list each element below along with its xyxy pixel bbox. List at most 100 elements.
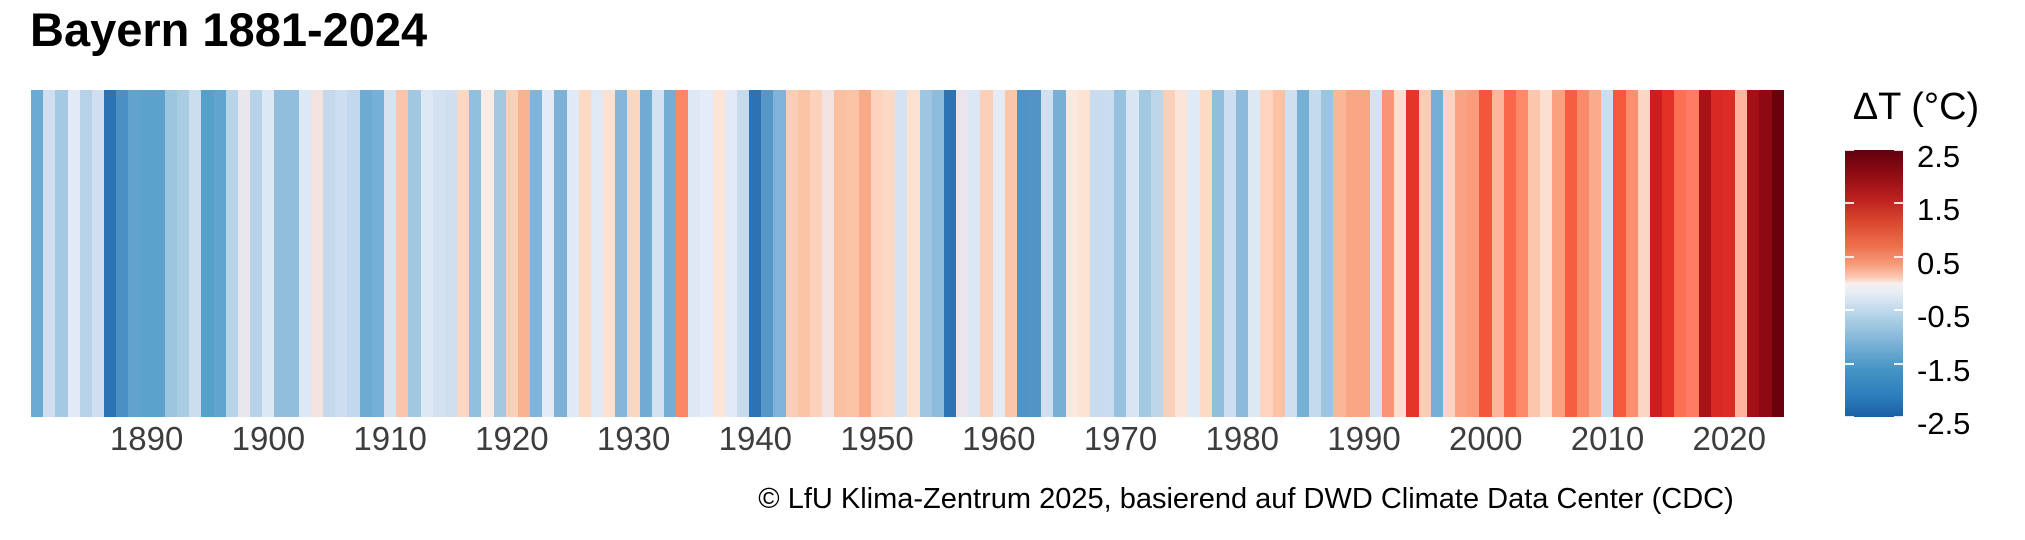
year-stripe — [31, 90, 44, 417]
year-stripe — [396, 90, 409, 417]
source-caption: © LfU Klima-Zentrum 2025, basierend auf … — [758, 483, 1734, 515]
year-stripe — [639, 90, 652, 417]
x-tick-label: 1970 — [1083, 420, 1158, 457]
year-stripe — [1223, 90, 1237, 417]
year-stripe — [1771, 90, 1784, 417]
year-stripe — [749, 90, 762, 417]
year-stripe — [298, 90, 311, 417]
year-stripe — [359, 90, 372, 417]
year-stripe — [1662, 90, 1675, 417]
year-stripe — [1102, 90, 1115, 417]
year-stripe — [1674, 90, 1687, 417]
year-stripe — [1479, 90, 1492, 417]
year-stripe — [1296, 90, 1310, 417]
year-stripe — [712, 90, 725, 417]
legend-tick-label: 2.5 — [1917, 139, 1961, 174]
colorbar-tick — [1845, 149, 1854, 151]
year-stripe — [1722, 90, 1736, 417]
legend-labels: 2.5 1.5 0.5 -0.5 -1.5 -2.5 — [1917, 139, 2025, 441]
colorbar-tick — [1845, 416, 1854, 418]
year-stripe — [1138, 90, 1151, 417]
year-stripe — [335, 90, 348, 417]
x-tick-label: 2010 — [1570, 420, 1645, 457]
year-stripe — [700, 90, 713, 417]
year-stripe — [615, 90, 628, 417]
year-stripe — [1065, 90, 1078, 417]
year-stripe — [383, 90, 397, 417]
year-stripe — [870, 90, 884, 417]
year-stripe — [554, 90, 567, 417]
year-stripe — [274, 90, 287, 417]
year-stripe — [785, 90, 798, 417]
year-stripe — [1114, 90, 1127, 417]
year-stripe — [651, 90, 664, 417]
year-stripe — [189, 90, 202, 417]
year-stripe — [1442, 90, 1456, 417]
year-stripe — [1187, 90, 1200, 417]
year-stripe — [919, 90, 932, 417]
x-tick-label: 1940 — [718, 420, 793, 457]
x-tick-label: 1990 — [1327, 420, 1401, 457]
year-stripe — [1345, 90, 1358, 417]
year-stripe — [493, 90, 506, 417]
year-stripe — [91, 90, 105, 417]
colorbar-tick — [1845, 362, 1854, 365]
year-stripe — [505, 90, 518, 417]
year-stripe — [627, 90, 640, 417]
year-stripe — [1455, 90, 1468, 417]
year-stripe — [1576, 90, 1589, 417]
year-stripe — [1150, 90, 1163, 417]
year-stripe — [773, 90, 786, 417]
year-stripe — [846, 90, 859, 417]
year-stripe — [432, 90, 445, 417]
legend-title: ΔT (°C) — [1852, 86, 1980, 128]
year-stripe — [907, 90, 920, 417]
year-stripe — [1710, 90, 1723, 417]
year-stripe — [237, 90, 251, 417]
colorbar-tick — [1845, 309, 1854, 312]
year-stripe — [1029, 90, 1042, 417]
year-stripe — [1649, 90, 1663, 417]
year-stripe — [688, 90, 701, 417]
year-stripe — [408, 90, 421, 417]
year-stripe — [1491, 90, 1504, 417]
year-stripe — [1016, 90, 1030, 417]
year-stripe — [1430, 90, 1443, 417]
colorbar-tick — [1894, 149, 1903, 151]
year-stripe — [931, 90, 944, 417]
x-tick-label: 1960 — [962, 420, 1036, 457]
year-stripe — [761, 90, 774, 417]
year-stripe — [43, 90, 56, 417]
year-stripe — [1503, 90, 1516, 417]
year-stripe — [1004, 90, 1017, 417]
colorbar-tick — [1894, 362, 1903, 365]
year-stripe — [177, 90, 190, 417]
year-stripe — [1260, 90, 1273, 417]
year-stripe — [1211, 90, 1224, 417]
year-stripe — [810, 90, 823, 417]
year-stripe — [1759, 90, 1772, 417]
year-stripe — [1089, 90, 1103, 417]
year-stripe — [444, 90, 458, 417]
year-stripe — [566, 90, 579, 417]
year-stripe — [676, 90, 689, 417]
year-stripe — [262, 90, 275, 417]
legend-colorbar — [1845, 149, 1903, 418]
x-axis: 1890 1900 1910 1920 1930 1940 1950 1960 1970 1980… — [31, 420, 1784, 462]
colorbar-tick — [1894, 416, 1903, 418]
year-stripe — [371, 90, 384, 417]
year-stripe — [1418, 90, 1431, 417]
year-stripe — [883, 90, 896, 417]
year-stripe — [736, 90, 750, 417]
year-stripe — [225, 90, 238, 417]
year-stripe — [1625, 90, 1638, 417]
year-stripe — [663, 90, 677, 417]
x-tick-label: 1910 — [353, 420, 427, 457]
year-stripe — [992, 90, 1005, 417]
year-stripe — [956, 90, 969, 417]
x-tick-label: 2000 — [1449, 420, 1523, 457]
year-stripe — [1540, 90, 1553, 417]
year-stripe — [1564, 90, 1577, 417]
year-stripe — [1333, 90, 1346, 417]
colorbar-tick — [1894, 255, 1903, 258]
